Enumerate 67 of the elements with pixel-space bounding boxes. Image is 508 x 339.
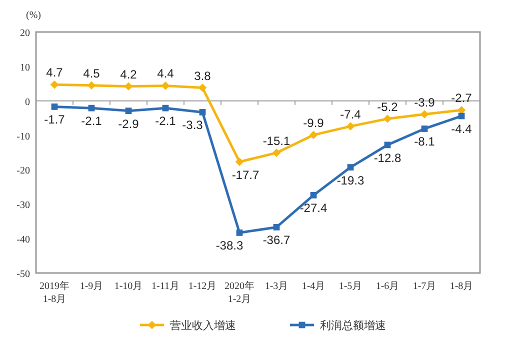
legend-label: 利润总额增速 bbox=[320, 319, 386, 332]
x-tick-label: 1-5月 bbox=[338, 281, 362, 292]
y-tick-label: -10 bbox=[16, 131, 30, 142]
legend-label: 营业收入增速 bbox=[170, 319, 236, 332]
data-label: -9.9 bbox=[303, 116, 324, 130]
x-tick-label: 1-10月 bbox=[114, 281, 143, 292]
point bbox=[199, 109, 206, 116]
point bbox=[236, 230, 243, 236]
data-label: 4.5 bbox=[83, 66, 100, 80]
point bbox=[383, 114, 392, 123]
data-label: -12.8 bbox=[374, 150, 402, 165]
point bbox=[309, 130, 318, 140]
y-tick-label: 0 bbox=[25, 96, 30, 108]
point bbox=[235, 158, 244, 166]
point bbox=[162, 104, 169, 112]
x-tick-label: 1-11月 bbox=[152, 281, 180, 292]
data-label: -2.1 bbox=[155, 114, 176, 128]
point bbox=[347, 164, 354, 171]
y-tick-label: -30 bbox=[16, 200, 30, 212]
point bbox=[50, 80, 59, 89]
x-tick-label: 2019年 1-8月 bbox=[40, 280, 70, 305]
data-label: -2.9 bbox=[118, 116, 140, 131]
data-label: -3.3 bbox=[182, 118, 204, 132]
x-tick-label: 1-12月 bbox=[188, 281, 217, 292]
point bbox=[384, 142, 391, 148]
x-tick-label: 1-7月 bbox=[412, 281, 436, 292]
point bbox=[125, 108, 132, 114]
point bbox=[421, 126, 428, 132]
data-label: -3.9 bbox=[414, 95, 436, 110]
point bbox=[346, 122, 355, 130]
data-label: 3.8 bbox=[194, 68, 212, 83]
data-label: -27.4 bbox=[300, 201, 328, 216]
data-label: -8.1 bbox=[414, 134, 436, 149]
x-tick-label: 1-9月 bbox=[80, 281, 104, 292]
data-label: -2.1 bbox=[81, 114, 102, 128]
data-label: -7.4 bbox=[340, 107, 362, 122]
x-tick-label: 1-6月 bbox=[376, 281, 400, 292]
data-label: 4.4 bbox=[157, 66, 174, 81]
point bbox=[272, 148, 281, 158]
point bbox=[161, 82, 170, 90]
point bbox=[310, 192, 317, 198]
data-label: -5.2 bbox=[377, 100, 398, 114]
point bbox=[88, 104, 95, 112]
y-tick-label: -20 bbox=[16, 166, 30, 177]
data-label: 4.2 bbox=[120, 67, 138, 82]
x-tick-label: 1-8月 bbox=[450, 281, 474, 292]
y-tick-label: -40 bbox=[16, 234, 30, 246]
point bbox=[51, 104, 58, 110]
point bbox=[273, 224, 280, 230]
data-label: -38.3 bbox=[216, 238, 244, 253]
data-label: -19.3 bbox=[336, 173, 364, 188]
data-label: -4.4 bbox=[451, 122, 472, 136]
y-tick-label: 10 bbox=[20, 62, 30, 74]
x-tick-label: 2020年 1-2月 bbox=[224, 280, 254, 305]
y-tick-label: 20 bbox=[20, 28, 30, 39]
x-tick-label: 1-3月 bbox=[264, 281, 288, 292]
y-tick-label: -50 bbox=[16, 269, 30, 280]
y-axis-title: (%) bbox=[26, 10, 41, 21]
data-label: -1.7 bbox=[44, 112, 66, 127]
data-label: -36.7 bbox=[262, 233, 290, 248]
data-label: -2.7 bbox=[451, 91, 472, 106]
data-label: 4.7 bbox=[46, 66, 64, 80]
x-tick-label: 1-4月 bbox=[302, 281, 326, 292]
point bbox=[420, 110, 429, 118]
data-label: -15.1 bbox=[262, 134, 290, 148]
point bbox=[198, 84, 207, 92]
data-label: -17.7 bbox=[232, 168, 260, 182]
